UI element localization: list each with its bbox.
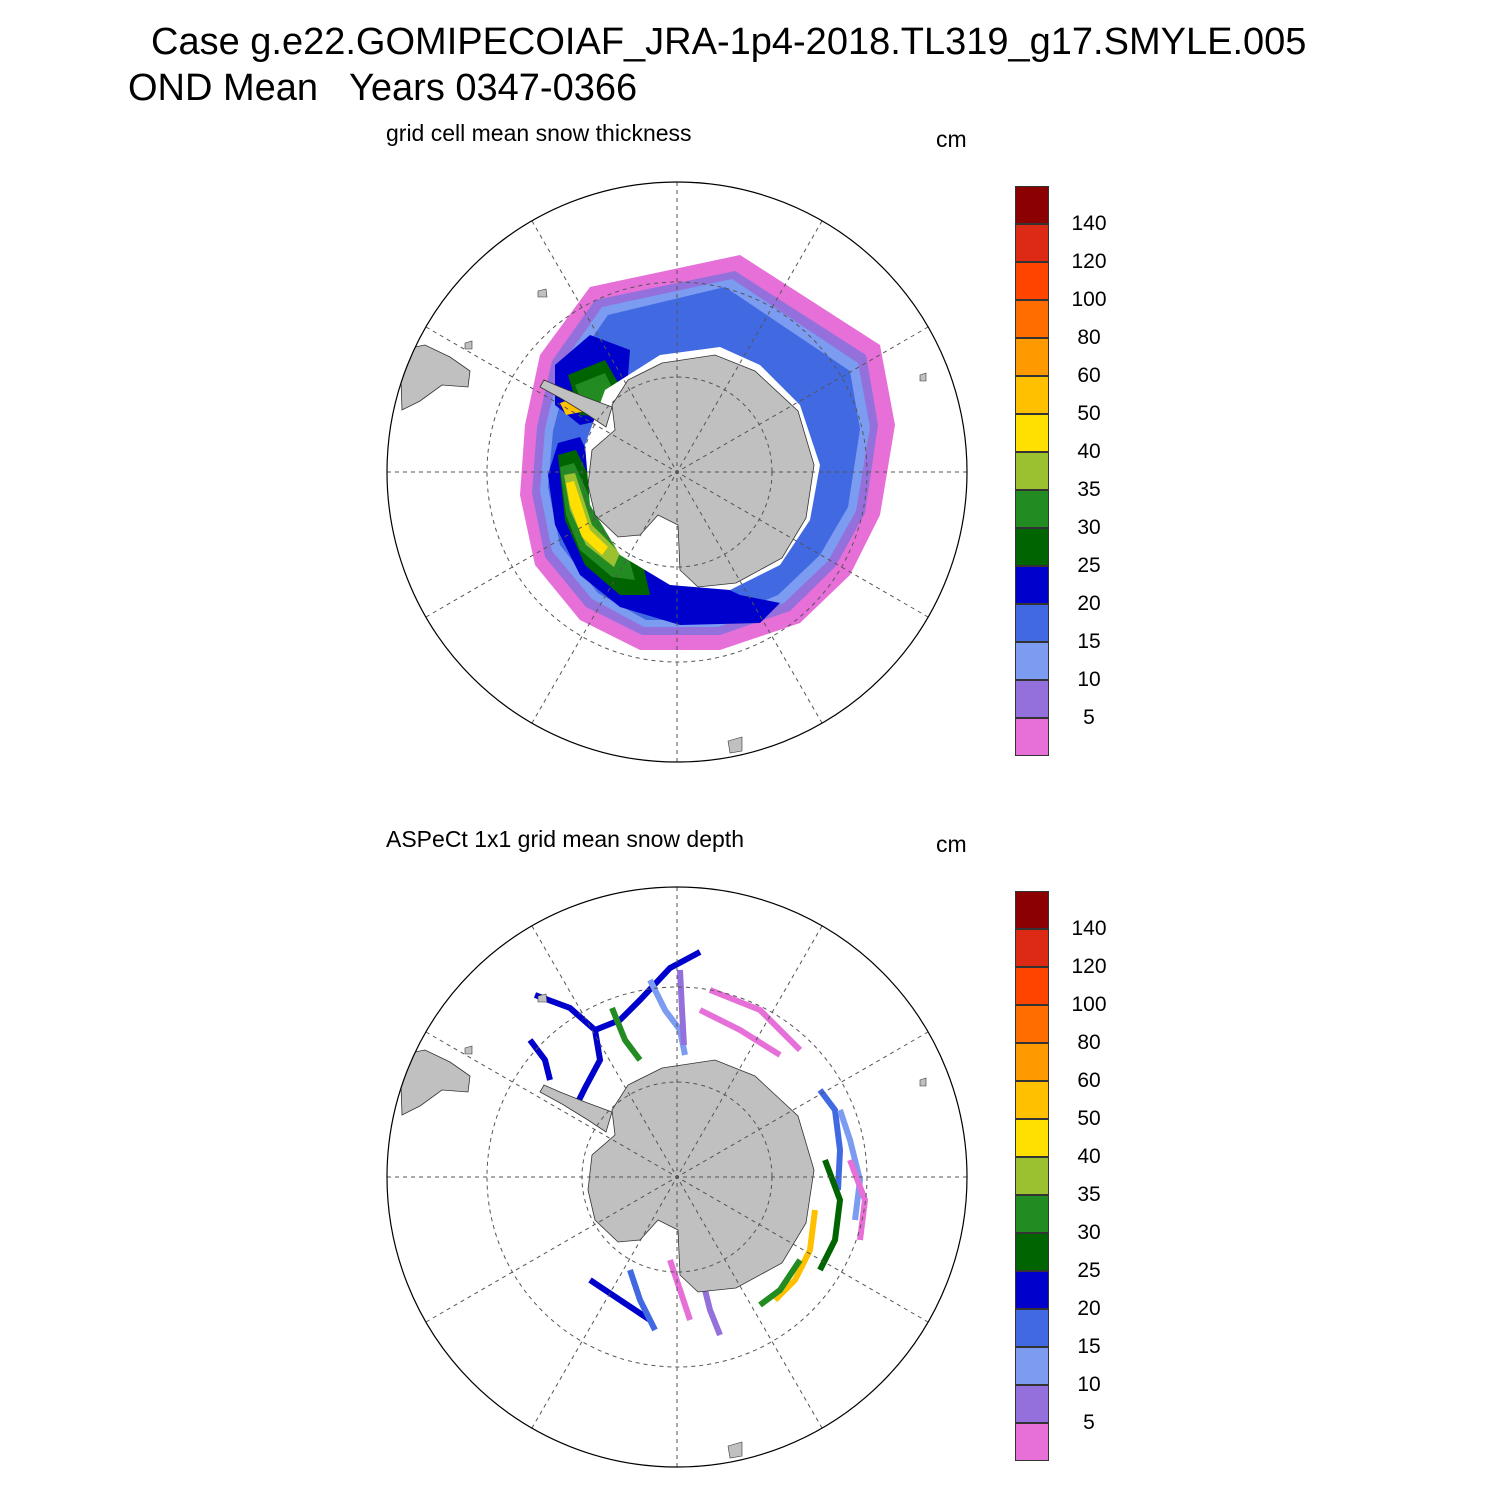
island-2 xyxy=(464,1045,473,1055)
colorbar-swatch xyxy=(1015,967,1049,1005)
colorbar-tick-label: 120 xyxy=(1071,250,1107,273)
colorbar-tick-label: 25 xyxy=(1077,554,1101,577)
colorbar-tick-label: 50 xyxy=(1077,1107,1101,1130)
colorbar-swatch xyxy=(1015,186,1049,224)
map-boundary xyxy=(386,886,968,1468)
colorbar-tick-label: 35 xyxy=(1077,1183,1101,1206)
colorbar-swatch xyxy=(1015,1385,1049,1423)
colorbar-swatch xyxy=(1015,1271,1049,1309)
colorbar-tick-label: 20 xyxy=(1077,592,1101,615)
colorbar-swatch xyxy=(1015,1233,1049,1271)
colorbar-tick-label: 15 xyxy=(1077,1335,1101,1358)
south-america-tip xyxy=(399,1049,471,1116)
colorbar-swatch xyxy=(1015,566,1049,604)
map-boundary xyxy=(386,181,968,763)
unit-label-model: cm xyxy=(936,126,967,152)
colorbar-swatch xyxy=(1015,1081,1049,1119)
colorbar-swatch xyxy=(1015,224,1049,262)
colorbar-tick-label: 35 xyxy=(1077,478,1101,501)
colorbar-tick-label: 60 xyxy=(1077,1069,1101,1092)
colorbar-swatch xyxy=(1015,338,1049,376)
colorbar-tick-label: 5 xyxy=(1083,706,1095,729)
colorbar-tick-label: 140 xyxy=(1071,212,1107,235)
colorbar-swatch xyxy=(1015,262,1049,300)
panel-title-model: grid cell mean snow thickness xyxy=(386,120,692,146)
colorbar-tick-label: 80 xyxy=(1077,326,1101,349)
island-4 xyxy=(727,736,743,754)
colorbar-swatch xyxy=(1015,1347,1049,1385)
main-title-case: Case g.e22.GOMIPECOIAF_JRA-1p4-2018.TL31… xyxy=(151,21,1307,63)
colorbar-swatch xyxy=(1015,490,1049,528)
colorbar-tick-label: 15 xyxy=(1077,630,1101,653)
colorbar-swatch xyxy=(1015,718,1049,756)
colorbar-swatch xyxy=(1015,929,1049,967)
island-3 xyxy=(919,1077,927,1087)
polar-map-model xyxy=(386,181,968,763)
colorbar-swatch xyxy=(1015,528,1049,566)
obs-tracks xyxy=(527,949,869,1337)
lat-lon-grid xyxy=(387,887,967,1467)
antarctica-land xyxy=(587,1059,815,1293)
colorbar-swatch xyxy=(1015,1043,1049,1081)
colorbar-swatch xyxy=(1015,604,1049,642)
colorbar-tick-label: 100 xyxy=(1071,288,1107,311)
main-title-period: OND Mean Years 0347-0366 xyxy=(128,67,638,109)
colorbar-swatch xyxy=(1015,376,1049,414)
colorbar-swatch xyxy=(1015,300,1049,338)
colorbar-tick-label: 5 xyxy=(1083,1411,1095,1434)
colorbar-swatch xyxy=(1015,642,1049,680)
colorbar-swatch xyxy=(1015,680,1049,718)
colorbar-tick-label: 10 xyxy=(1077,1373,1101,1396)
colorbar-swatch xyxy=(1015,1309,1049,1347)
unit-label-obs: cm xyxy=(936,831,967,857)
colorbar-tick-label: 30 xyxy=(1077,1221,1101,1244)
colorbar-swatch xyxy=(1015,891,1049,929)
colorbar-tick-label: 30 xyxy=(1077,516,1101,539)
snow-band-40-50cm xyxy=(566,481,608,555)
colorbar-swatch xyxy=(1015,452,1049,490)
antarctic-peninsula xyxy=(539,1084,613,1133)
colorbar-swatch xyxy=(1015,1005,1049,1043)
colorbar-tick-label: 20 xyxy=(1077,1297,1101,1320)
colorbar-swatch xyxy=(1015,1423,1049,1461)
lat-lon-grid xyxy=(387,182,967,762)
island-2 xyxy=(464,340,473,350)
colorbar-tick-label: 40 xyxy=(1077,1145,1101,1168)
colorbar-swatch xyxy=(1015,1195,1049,1233)
south-america-tip xyxy=(399,344,471,411)
panel-title-obs: ASPeCt 1x1 grid mean snow depth xyxy=(386,826,744,852)
island-1 xyxy=(537,993,548,1003)
colorbar-tick-label: 25 xyxy=(1077,1259,1101,1282)
island-1 xyxy=(537,288,548,298)
colorbar-swatch xyxy=(1015,1157,1049,1195)
polar-map-obs xyxy=(386,886,968,1468)
colorbar-tick-label: 140 xyxy=(1071,917,1107,940)
colorbar-tick-label: 100 xyxy=(1071,993,1107,1016)
antarctic-peninsula xyxy=(539,379,613,428)
colorbar-swatch xyxy=(1015,414,1049,452)
colorbar-tick-label: 60 xyxy=(1077,364,1101,387)
island-4 xyxy=(727,1441,743,1459)
colorbar-tick-label: 10 xyxy=(1077,668,1101,691)
colorbar-tick-label: 50 xyxy=(1077,402,1101,425)
island-3 xyxy=(919,372,927,382)
colorbar-tick-label: 80 xyxy=(1077,1031,1101,1054)
colorbar-swatch xyxy=(1015,1119,1049,1157)
colorbar-tick-label: 120 xyxy=(1071,955,1107,978)
colorbar-tick-label: 40 xyxy=(1077,440,1101,463)
